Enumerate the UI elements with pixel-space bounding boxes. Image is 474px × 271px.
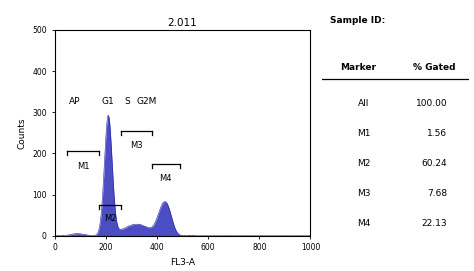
Text: 1.56: 1.56 [427,129,447,138]
Text: M2: M2 [357,159,370,168]
Text: M4: M4 [160,174,172,183]
Text: M1: M1 [357,129,370,138]
Text: 7.68: 7.68 [427,189,447,198]
Text: % Gated: % Gated [413,63,456,72]
Text: S: S [125,97,130,106]
Text: M2: M2 [104,214,117,223]
Text: 22.13: 22.13 [421,219,447,228]
Text: 100.00: 100.00 [416,99,447,108]
Text: M3: M3 [357,189,370,198]
Text: G2M: G2M [137,97,157,106]
Text: M1: M1 [77,162,90,171]
Text: All: All [358,99,369,108]
Text: AP: AP [69,97,81,106]
X-axis label: FL3-A: FL3-A [170,258,195,267]
Text: Marker: Marker [340,63,376,72]
Text: G1: G1 [102,97,115,106]
Text: Sample ID:: Sample ID: [330,16,385,25]
Y-axis label: Counts: Counts [18,117,27,149]
Text: M3: M3 [130,141,143,150]
Text: M4: M4 [357,219,370,228]
Text: 60.24: 60.24 [421,159,447,168]
Title: 2.011: 2.011 [168,18,197,28]
